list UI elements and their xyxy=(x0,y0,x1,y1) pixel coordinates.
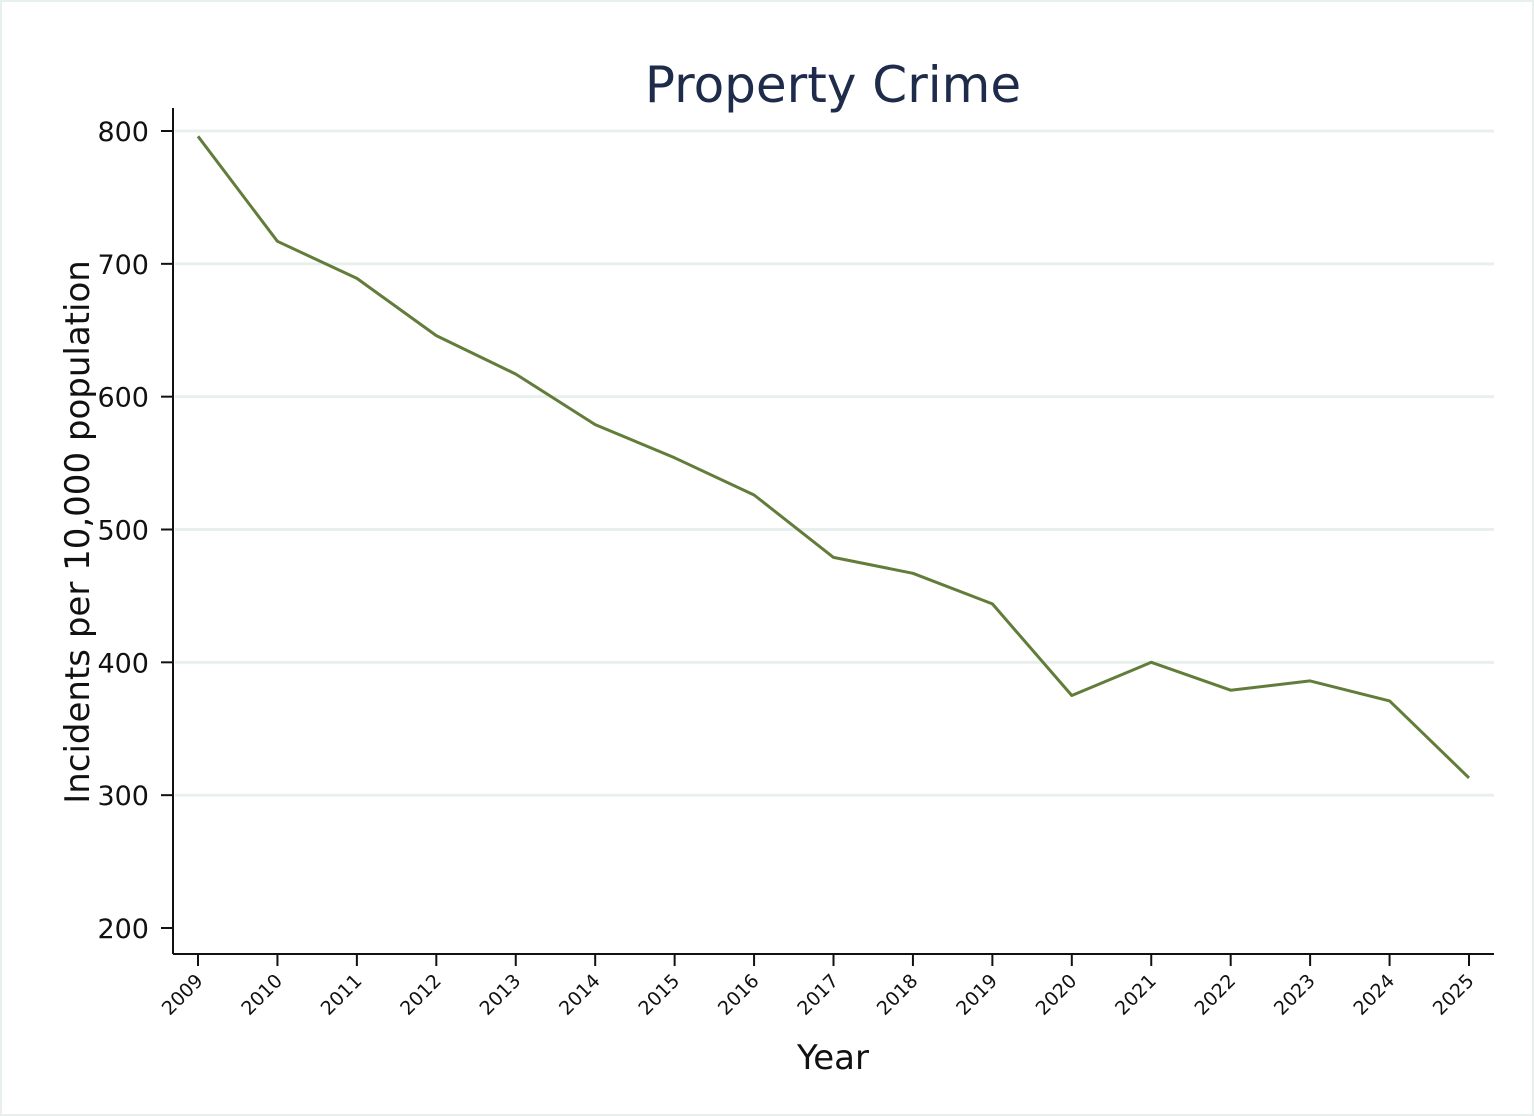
x-tick-label-2020: 2020 xyxy=(1032,970,1082,1020)
x-tick-label-2017: 2017 xyxy=(793,970,843,1020)
y-tick-label-200: 200 xyxy=(97,914,149,945)
y-tick-label-300: 300 xyxy=(97,781,149,812)
x-tick-label-2016: 2016 xyxy=(714,970,764,1020)
y-axis-ticks: 200 300 400 500 600 700 800 xyxy=(97,117,173,945)
chart-title: Property Crime xyxy=(645,56,1021,114)
x-tick-label-2019: 2019 xyxy=(952,970,1002,1020)
series-layer xyxy=(196,135,1471,779)
x-tick-label-2023: 2023 xyxy=(1270,970,1320,1020)
x-tick-label-2024: 2024 xyxy=(1349,970,1399,1020)
y-axis-label: Incidents per 10,000 population xyxy=(58,260,98,804)
x-tick-label-2010: 2010 xyxy=(237,970,287,1020)
x-tick-label-2021: 2021 xyxy=(1111,970,1161,1020)
x-tick-label-2011: 2011 xyxy=(317,970,367,1020)
x-tick-label-2022: 2022 xyxy=(1190,970,1240,1020)
series-line-0 xyxy=(196,135,1471,779)
y-tick-label-700: 700 xyxy=(97,250,149,281)
y-tick-label-600: 600 xyxy=(97,383,149,414)
x-axis-label: Year xyxy=(796,1038,869,1078)
x-tick-label-2025: 2025 xyxy=(1429,970,1479,1020)
x-tick-label-2013: 2013 xyxy=(476,970,526,1020)
x-tick-label-2014: 2014 xyxy=(555,970,605,1020)
y-tick-label-800: 800 xyxy=(97,117,149,148)
x-tick-label-2009: 2009 xyxy=(158,970,208,1020)
x-axis-ticks: 2009 2010 2011 2012 2013 2014 2015 2016 2017 2018… xyxy=(158,954,1479,1020)
y-tick-label-500: 500 xyxy=(97,516,149,547)
y-tick-label-400: 400 xyxy=(97,648,149,679)
x-tick-label-2012: 2012 xyxy=(396,970,446,1020)
x-tick-label-2015: 2015 xyxy=(634,970,684,1020)
grid-lines xyxy=(175,129,1494,797)
x-tick-label-2018: 2018 xyxy=(873,970,923,1020)
